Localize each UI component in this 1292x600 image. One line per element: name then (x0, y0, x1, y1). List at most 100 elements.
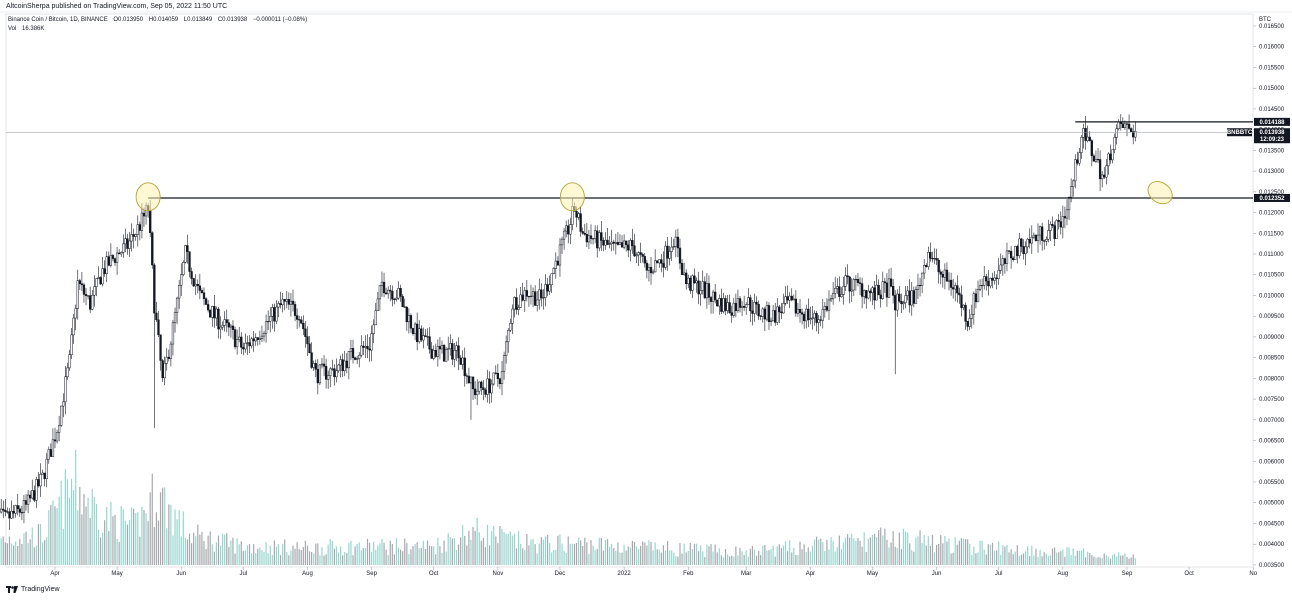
candle-body[interactable] (974, 293, 978, 303)
candle-body[interactable] (463, 357, 466, 377)
candle-body[interactable] (401, 296, 404, 308)
candle-body[interactable] (699, 290, 702, 295)
candle-body[interactable] (509, 323, 512, 331)
candle-body[interactable] (664, 245, 667, 268)
candle-body[interactable] (798, 308, 802, 313)
candle-body[interactable] (620, 242, 624, 248)
candle-body[interactable] (178, 285, 181, 299)
candle-body[interactable] (517, 307, 520, 310)
candle-body[interactable] (467, 375, 471, 384)
candle-body[interactable] (312, 363, 315, 368)
candle-body[interactable] (411, 327, 415, 334)
candle-body[interactable] (86, 295, 90, 297)
candle-body[interactable] (122, 243, 125, 253)
candle-body[interactable] (1036, 234, 1040, 241)
candle-body[interactable] (742, 306, 746, 308)
candle-body[interactable] (109, 255, 113, 266)
candle-body[interactable] (194, 283, 197, 287)
candle-body[interactable] (47, 449, 50, 460)
candle-body[interactable] (891, 286, 895, 296)
candle-body[interactable] (550, 273, 553, 285)
candle-body[interactable] (941, 273, 944, 278)
candle-body[interactable] (610, 241, 613, 244)
candle-body[interactable] (939, 271, 942, 275)
candle-body[interactable] (1076, 159, 1079, 164)
candle-body[interactable] (188, 251, 191, 272)
candle-body[interactable] (774, 310, 777, 323)
candle-body[interactable] (935, 258, 938, 261)
candle-body[interactable] (616, 242, 620, 245)
candle-body[interactable] (163, 363, 166, 379)
candle-body[interactable] (289, 300, 293, 305)
candle-body[interactable] (987, 280, 990, 287)
candle-body[interactable] (1024, 246, 1027, 254)
candle-body[interactable] (33, 490, 36, 501)
candle-body[interactable] (99, 277, 102, 285)
candle-body[interactable] (244, 343, 247, 350)
candle-body[interactable] (674, 236, 677, 247)
candle-body[interactable] (668, 251, 671, 259)
candle-body[interactable] (1012, 257, 1015, 261)
candle-body[interactable] (703, 281, 706, 299)
candle-body[interactable] (1117, 121, 1120, 129)
candle-body[interactable] (902, 302, 905, 305)
candle-body[interactable] (391, 290, 394, 300)
candle-body[interactable] (985, 276, 988, 282)
candle-body[interactable] (701, 281, 704, 291)
candle-body[interactable] (991, 277, 994, 281)
candle-body[interactable] (546, 284, 549, 292)
candle-body[interactable] (115, 252, 119, 263)
candle-body[interactable] (1053, 225, 1056, 239)
candle-body[interactable] (1072, 180, 1075, 187)
candle-body[interactable] (629, 240, 632, 251)
candle-body[interactable] (140, 212, 144, 231)
candle-body[interactable] (426, 336, 429, 338)
candle-body[interactable] (908, 290, 911, 306)
candle-body[interactable] (954, 285, 957, 290)
candle-body[interactable] (318, 364, 322, 384)
candle-body[interactable] (728, 302, 731, 313)
candle-body[interactable] (1009, 251, 1013, 259)
candle-body[interactable] (223, 319, 226, 326)
candle-body[interactable] (128, 240, 131, 249)
candle-body[interactable] (753, 301, 756, 314)
candle-body[interactable] (850, 289, 853, 292)
candle-body[interactable] (1028, 239, 1031, 244)
candle-body[interactable] (304, 328, 307, 337)
candle-body[interactable] (420, 328, 423, 341)
candle-body[interactable] (1121, 123, 1125, 128)
candle-body[interactable] (434, 349, 437, 357)
candle-body[interactable] (1084, 128, 1087, 141)
candle-body[interactable] (885, 282, 889, 298)
candle-body[interactable] (536, 299, 539, 306)
candle-body[interactable] (622, 240, 626, 248)
candle-body[interactable] (64, 376, 67, 403)
candle-body[interactable] (579, 213, 582, 232)
candle-body[interactable] (478, 381, 481, 392)
highlight-ellipse[interactable] (135, 182, 161, 212)
candle-body[interactable] (229, 325, 233, 328)
candle-body[interactable] (931, 258, 934, 260)
candle-body[interactable] (863, 290, 866, 297)
candle-body[interactable] (914, 289, 918, 304)
candle-body[interactable] (82, 284, 86, 295)
candle-body[interactable] (898, 293, 901, 302)
candle-body[interactable] (631, 240, 634, 247)
candle-body[interactable] (778, 306, 781, 313)
candle-body[interactable] (838, 286, 841, 297)
candle-body[interactable] (542, 297, 545, 299)
candle-body[interactable] (142, 212, 146, 217)
candle-body[interactable] (589, 235, 593, 239)
candle-body[interactable] (217, 308, 220, 330)
candle-body[interactable] (881, 281, 884, 299)
candle-body[interactable] (1005, 250, 1009, 264)
candle-body[interactable] (983, 276, 986, 286)
candle-body[interactable] (869, 290, 872, 293)
candle-body[interactable] (575, 210, 578, 218)
candle-body[interactable] (1043, 240, 1046, 242)
candle-body[interactable] (277, 303, 280, 308)
candle-body[interactable] (1134, 131, 1137, 138)
candle-body[interactable] (1034, 234, 1038, 241)
candle-body[interactable] (459, 357, 462, 365)
candle-body[interactable] (658, 259, 661, 264)
